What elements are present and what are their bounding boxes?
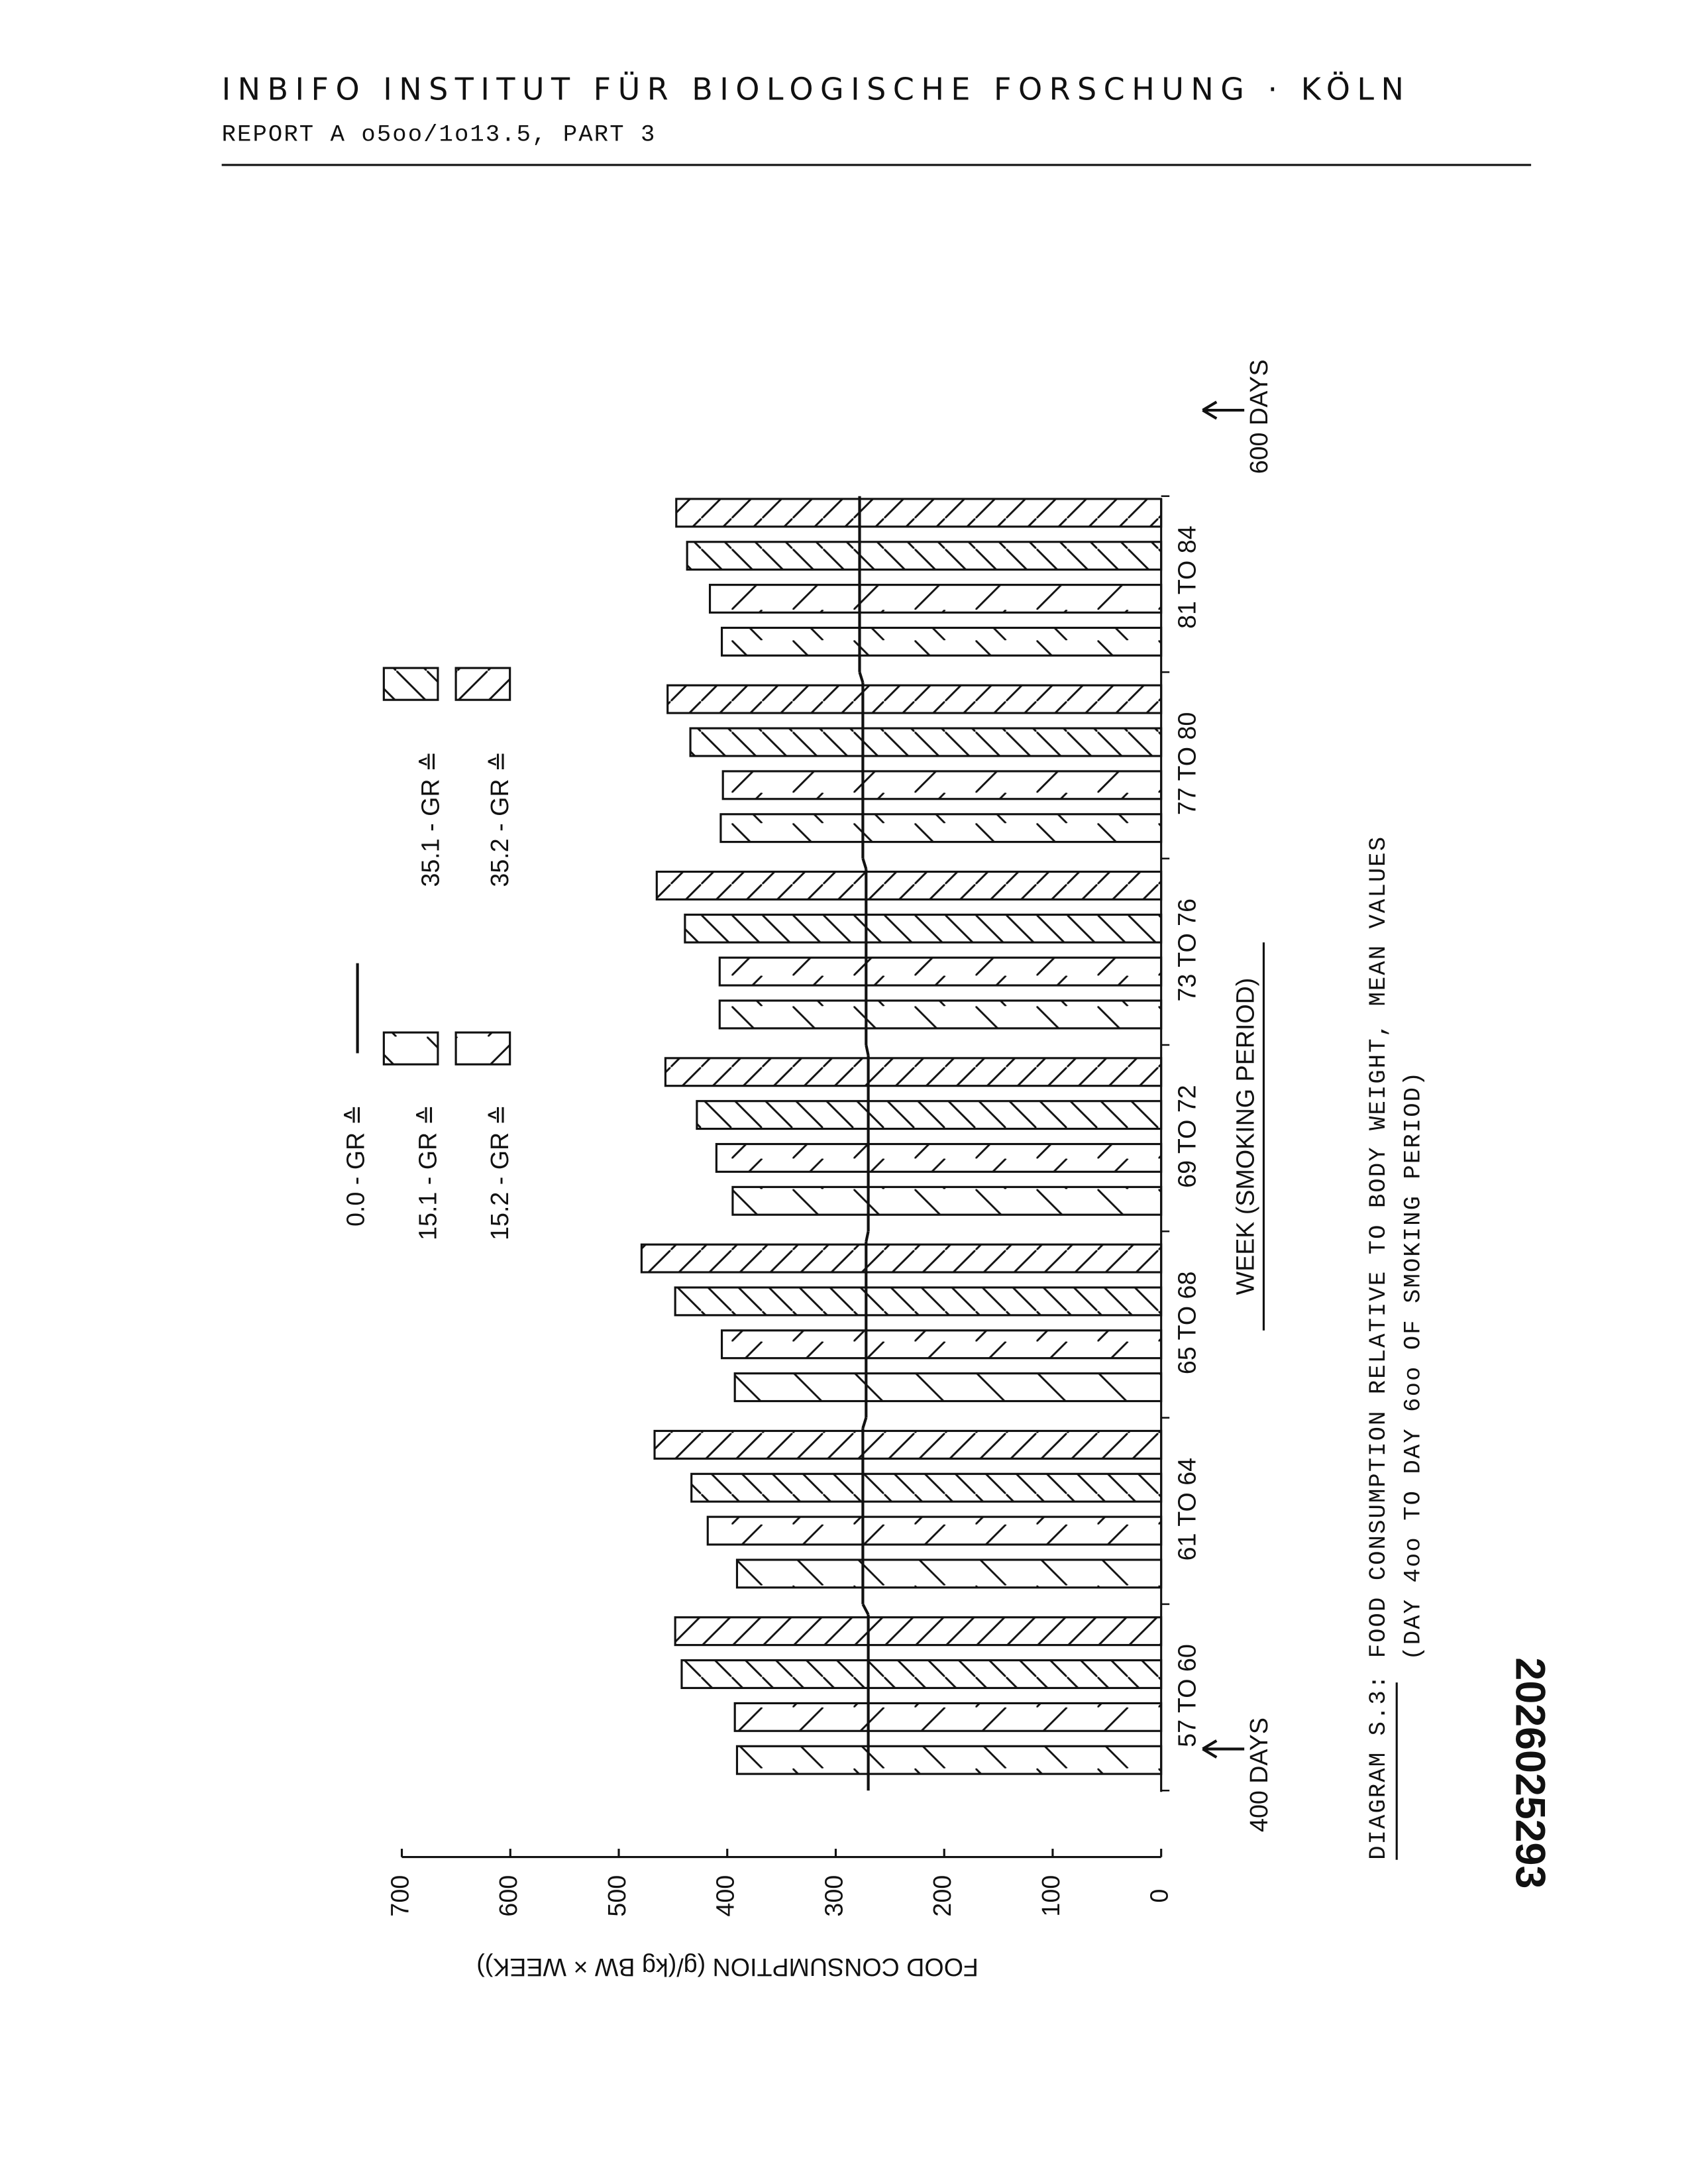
legend-swatch <box>454 667 511 701</box>
bar <box>720 626 1163 657</box>
legend-label: 15.2 - GR ≙ <box>486 1105 513 1240</box>
legend-name: 15.2 - GR <box>486 1132 513 1240</box>
bar <box>733 1702 1163 1732</box>
y-tick-label: 400 <box>712 1875 739 1917</box>
legend-name: 35.2 - GR <box>486 779 513 887</box>
legend-name: 35.1 - GR <box>416 779 444 887</box>
legend-symbol: ≙ <box>342 1105 370 1126</box>
caption-label: DIAGRAM S.3: <box>1365 1674 1392 1860</box>
legend-label: 0.0 - GR ≙ <box>342 1105 370 1227</box>
bar <box>675 498 1163 528</box>
bar <box>655 870 1163 901</box>
bar <box>735 1745 1163 1775</box>
chart-caption: DIAGRAM S.3: FOOD CONSUMPTION RELATIVE T… <box>1365 836 1392 1860</box>
y-tick-label: 0 <box>1145 1889 1173 1903</box>
annotation-arrow <box>1202 1739 1245 1759</box>
bar <box>664 1057 1163 1087</box>
legend-symbol: ≙ <box>416 751 444 772</box>
bar <box>640 1243 1163 1274</box>
y-tick-label: 700 <box>386 1875 413 1917</box>
legend-label: 35.2 - GR ≙ <box>486 751 513 887</box>
bar <box>735 1558 1163 1589</box>
bar <box>674 1286 1163 1317</box>
report-id: REPORT A o5oo/1o13.5, PART 3 <box>222 121 657 148</box>
legend-swatch <box>382 1031 439 1065</box>
bar <box>718 999 1163 1030</box>
bar <box>666 684 1163 714</box>
bar <box>653 1429 1163 1460</box>
y-tick-label: 500 <box>603 1875 631 1917</box>
legend-symbol: ≙ <box>486 751 513 772</box>
annotation-arrow <box>1202 400 1245 420</box>
bar <box>720 1329 1163 1360</box>
x-tick-label: 69 TO 72 <box>1173 1085 1200 1188</box>
chart-title: FOOD CONSUMPTION RELATIVE TO BODY WEIGHT… <box>1365 836 1392 1658</box>
bar <box>684 913 1163 944</box>
legend-label: 35.1 - GR ≙ <box>416 751 444 887</box>
control-step <box>861 1417 868 1429</box>
x-tick-label: 81 TO 84 <box>1173 525 1200 629</box>
y-tick-label: 600 <box>494 1875 522 1917</box>
bar <box>689 727 1163 757</box>
bar <box>690 1472 1163 1503</box>
bar <box>708 584 1163 614</box>
legend-name: 15.1 - GR <box>413 1132 441 1240</box>
bar <box>718 956 1163 987</box>
x-tick-label: 73 TO 76 <box>1173 899 1200 1002</box>
x-tick-label: 57 TO 60 <box>1173 1644 1200 1747</box>
legend-label: 15.1 - GR ≙ <box>413 1105 441 1240</box>
legend-swatch <box>382 667 439 701</box>
legend-symbol: ≙ <box>486 1105 513 1126</box>
y-tick-label: 100 <box>1037 1875 1065 1917</box>
y-axis-title: FOOD CONSUMPTION (g/(kg BW × WEEK)) <box>476 1953 979 1981</box>
bar <box>674 1616 1163 1647</box>
chart-subtitle: (DAY 4oo TO DAY 6oo OF SMOKING PERIOD) <box>1400 1071 1427 1661</box>
y-tick-label: 300 <box>820 1875 847 1917</box>
page-content: INBIFO INSTITUT FÜR BIOLOGISCHE FORSCHUN… <box>221 72 1553 1981</box>
annotation: 400 DAYS <box>1245 1718 1273 1832</box>
x-tick-label: 65 TO 68 <box>1173 1272 1200 1375</box>
y-tick-label: 200 <box>928 1875 956 1917</box>
annotation: 600 DAYS <box>1245 359 1273 474</box>
control-step <box>861 1603 870 1615</box>
bar <box>733 1372 1163 1403</box>
institute-header: INBIFO INSTITUT FÜR BIOLOGISCHE FORSCHUN… <box>222 72 1411 107</box>
legend-swatch <box>454 1031 511 1065</box>
bar <box>721 770 1163 800</box>
bar <box>719 813 1163 844</box>
control-step <box>861 858 868 869</box>
x-tick-label: 77 TO 80 <box>1173 712 1200 816</box>
control-step <box>858 671 865 683</box>
document-number: 2026025293 <box>1507 1657 1553 1888</box>
bar <box>731 1185 1163 1216</box>
bar <box>680 1659 1163 1690</box>
x-axis-title: WEEK (SMOKING PERIOD) <box>1231 978 1259 1295</box>
x-tick-label: 61 TO 64 <box>1173 1458 1200 1561</box>
bar <box>686 541 1163 571</box>
bar <box>706 1515 1163 1546</box>
control-step <box>865 1230 870 1242</box>
bar <box>715 1142 1163 1173</box>
control-step <box>865 1044 870 1056</box>
legend-symbol: ≙ <box>413 1105 441 1126</box>
legend-name: 0.0 - GR <box>342 1132 370 1227</box>
bar <box>696 1100 1163 1130</box>
